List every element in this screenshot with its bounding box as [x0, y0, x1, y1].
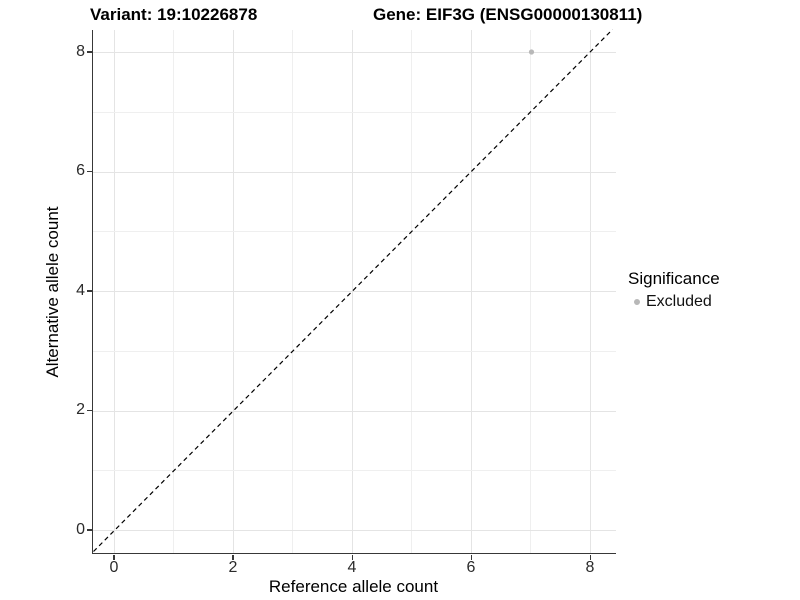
gridline-y2 — [93, 410, 616, 412]
x-tick-mark-8 — [589, 554, 592, 560]
excluded-point-icon — [633, 298, 641, 306]
y-tick-label-6: 6 — [76, 162, 85, 179]
gridline-y4 — [93, 291, 616, 292]
x-tick-mark-6 — [470, 554, 473, 560]
y-tick-mark-0 — [87, 529, 92, 531]
x-tick-label-0: 0 — [109, 559, 119, 576]
y-tick-label-2: 2 — [76, 401, 85, 418]
gridline-y5 — [93, 231, 616, 233]
x-tick-label-6: 6 — [466, 559, 476, 576]
y-tick-label-4: 4 — [76, 282, 85, 299]
x-tick-mark-4 — [351, 554, 354, 560]
y-axis-title: Alternative allele count — [43, 206, 62, 378]
legend-item-excluded: Excluded — [628, 293, 798, 311]
plot-panel — [92, 30, 616, 554]
legend: Significance Excluded — [628, 269, 798, 311]
y-tick-label-8: 8 — [76, 43, 85, 60]
plot-title-gene: Gene: EIF3G (ENSG00000130811) — [373, 5, 643, 24]
legend-title: Significance — [628, 269, 720, 288]
y-tick-mark-8 — [87, 51, 92, 53]
gridline-y6 — [93, 171, 616, 173]
x-tick-mark-2 — [232, 554, 234, 560]
gridline-y7 — [93, 111, 616, 113]
gridline-y8 — [93, 52, 616, 53]
x-tick-label-4: 4 — [347, 559, 357, 576]
legend-item-label: Excluded — [646, 293, 712, 310]
x-tick-label-8: 8 — [585, 559, 595, 576]
legend-key — [628, 293, 646, 311]
x-tick-label-2: 2 — [228, 559, 238, 576]
y-tick-mark-4 — [87, 290, 92, 292]
gridline-y3 — [93, 350, 616, 352]
x-tick-mark-0 — [113, 554, 115, 560]
y-tick-mark-6 — [87, 170, 92, 173]
y-tick-mark-2 — [87, 409, 92, 412]
plot-title-variant: Variant: 19:10226878 — [90, 5, 258, 24]
identity-line — [93, 29, 613, 552]
y-tick-label-0: 0 — [76, 521, 85, 538]
gridline-y0 — [93, 530, 616, 531]
data-point — [528, 49, 535, 55]
x-axis-title: Reference allele count — [268, 577, 439, 596]
gridline-y1 — [93, 470, 616, 472]
